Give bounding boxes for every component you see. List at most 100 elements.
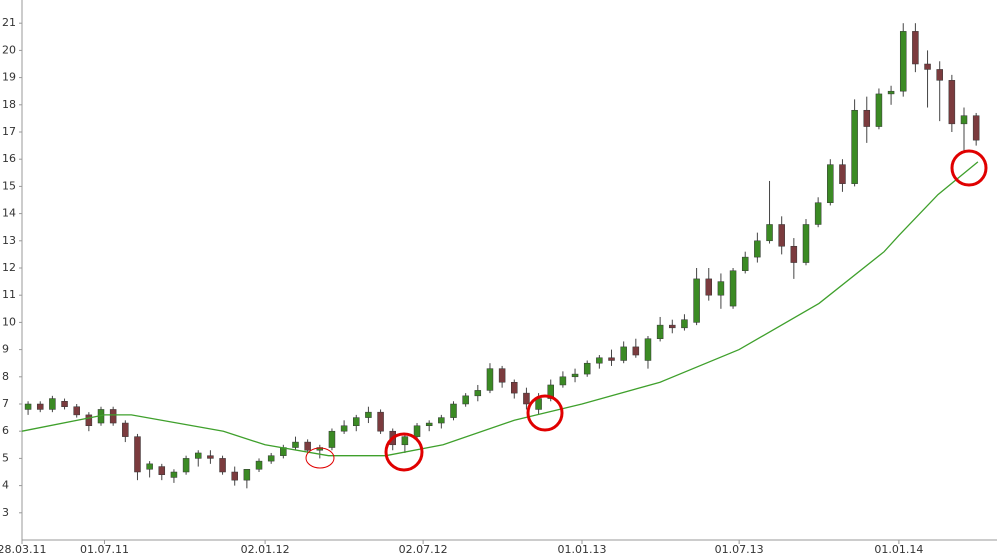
y-tick-label: 12: [2, 261, 16, 274]
highlight-circle: [384, 432, 424, 472]
candle-body: [401, 436, 409, 446]
candle-body: [559, 376, 567, 386]
x-tick-label: 01.01.13: [558, 543, 607, 556]
y-tick-label: 3: [2, 506, 9, 519]
candle-body: [438, 417, 445, 424]
candle-body: [936, 69, 943, 81]
candle-body: [255, 460, 263, 470]
candle-body: [681, 319, 688, 329]
candle-body: [243, 469, 251, 481]
candle-body: [620, 346, 627, 361]
candle-body: [61, 401, 68, 407]
candle-body: [474, 390, 482, 397]
candle-body: [899, 31, 907, 92]
candle-body: [36, 403, 44, 410]
y-tick-label: 14: [2, 207, 16, 220]
y-tick-label: 7: [2, 397, 9, 410]
candle-body: [754, 240, 761, 258]
candle-body: [523, 392, 530, 405]
candle-body: [340, 425, 348, 432]
candle-body: [875, 93, 883, 127]
candle-body: [146, 463, 153, 470]
x-tick-label: 01.01.14: [874, 543, 923, 556]
moving-average-line: [21, 161, 979, 457]
candle-body: [450, 403, 457, 418]
y-tick-label: 10: [2, 315, 16, 328]
candle-body: [328, 430, 336, 448]
candle-body: [547, 384, 554, 399]
y-tick-label: 11: [2, 288, 16, 301]
candle-body: [182, 458, 190, 473]
y-tick-label: 21: [2, 16, 16, 29]
y-tick-label: 16: [2, 152, 16, 165]
y-tick-label: 15: [2, 179, 16, 192]
y-tick-label: 9: [2, 343, 9, 356]
candle-body: [219, 458, 226, 473]
candle-body: [158, 466, 166, 475]
candle-body: [231, 471, 238, 481]
x-tick-label: 01.07.11: [80, 543, 129, 556]
candle-body: [267, 455, 275, 462]
y-tick-label: 6: [2, 424, 9, 437]
x-tick-label: 02.01.12: [241, 543, 290, 556]
candle-body: [292, 441, 299, 448]
candle-body: [948, 80, 956, 125]
y-tick-label: 5: [2, 451, 9, 464]
y-tick-label: 20: [2, 43, 16, 56]
candle-body: [304, 441, 311, 451]
candle-body: [778, 224, 785, 247]
candle-body: [814, 202, 822, 225]
x-tick-label: 02.07.12: [399, 543, 448, 556]
y-tick-label: 8: [2, 370, 9, 383]
candle-body: [766, 224, 773, 242]
candle-body: [644, 338, 652, 361]
candle-body: [194, 452, 202, 459]
candle-body: [802, 224, 810, 263]
candle-body: [693, 278, 700, 323]
candle-body: [413, 425, 421, 437]
candle-body: [632, 346, 640, 356]
candle-body: [960, 115, 968, 125]
candle-body: [583, 362, 591, 375]
candle-body: [827, 164, 834, 203]
candle-body: [377, 411, 384, 432]
candle-body: [109, 409, 117, 424]
candle-body: [24, 403, 32, 410]
candle-body: [425, 422, 433, 427]
candle-body: [729, 270, 737, 307]
candle-body: [924, 63, 931, 70]
candle-body: [887, 90, 895, 95]
x-tick-label: 01.07.13: [715, 543, 764, 556]
candle-body: [839, 164, 846, 184]
candle-body: [863, 109, 871, 127]
candle-body: [170, 471, 178, 478]
candle-body: [851, 109, 858, 184]
y-tick-label: 22: [2, 0, 16, 2]
candle-body: [486, 368, 494, 391]
candle-body: [717, 281, 725, 296]
candle-body: [207, 455, 214, 459]
candle-body: [134, 436, 141, 473]
candle-body: [571, 373, 579, 378]
candle-body: [511, 381, 518, 394]
x-tick-label: 28.03.11: [0, 543, 46, 556]
candle-body: [498, 368, 506, 383]
candle-body: [365, 411, 372, 418]
candle-body: [741, 256, 749, 271]
y-tick-label: 4: [2, 479, 9, 492]
y-tick-label: 18: [2, 98, 16, 111]
highlight-circle: [950, 149, 988, 187]
annotations: [305, 149, 988, 472]
candle-body: [790, 245, 798, 263]
candle-body: [122, 422, 129, 437]
candle-body: [596, 357, 603, 364]
y-tick-label: 19: [2, 71, 16, 84]
candle-body: [73, 406, 80, 416]
candle-body: [353, 417, 360, 427]
candle-body: [669, 324, 676, 329]
y-tick-label: 13: [2, 234, 16, 247]
candle-body: [535, 398, 542, 410]
candle-body: [608, 357, 615, 361]
